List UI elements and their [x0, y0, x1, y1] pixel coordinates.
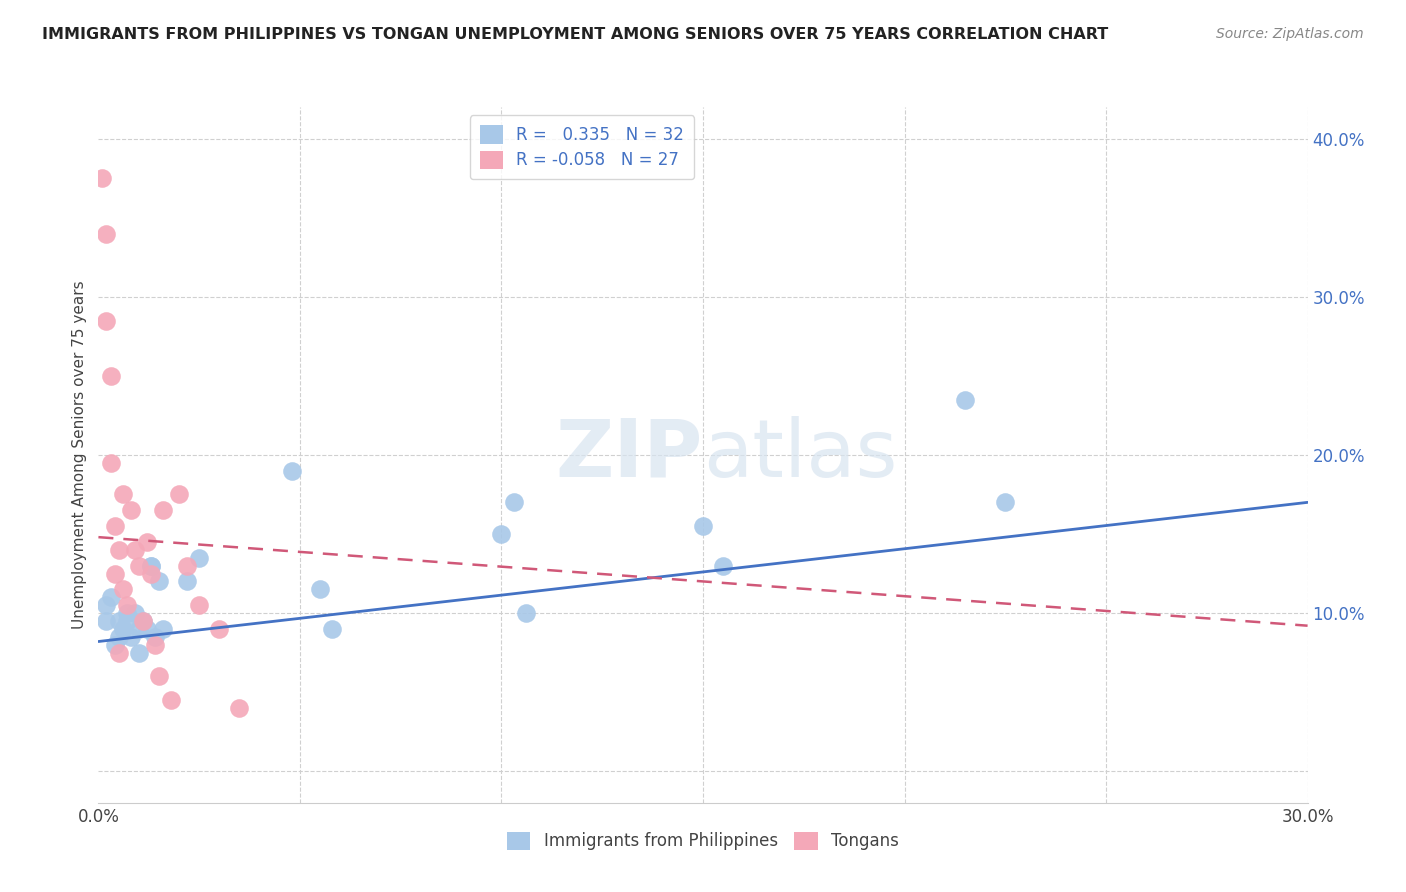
Point	[188, 550, 211, 565]
Point	[491, 527, 513, 541]
Point	[115, 598, 138, 612]
Point	[281, 464, 304, 478]
Point	[111, 582, 134, 597]
Point	[132, 614, 155, 628]
Point	[128, 646, 150, 660]
Point	[148, 574, 170, 589]
Point	[103, 638, 125, 652]
Point	[107, 630, 129, 644]
Point	[96, 313, 118, 327]
Point	[96, 598, 118, 612]
Point	[148, 669, 170, 683]
Point	[176, 558, 198, 573]
Point	[152, 622, 174, 636]
Point	[91, 171, 114, 186]
Point	[711, 558, 734, 573]
Point	[107, 542, 129, 557]
Point	[96, 227, 118, 241]
Y-axis label: Unemployment Among Seniors over 75 years: Unemployment Among Seniors over 75 years	[72, 281, 87, 629]
Text: IMMIGRANTS FROM PHILIPPINES VS TONGAN UNEMPLOYMENT AMONG SENIORS OVER 75 YEARS C: IMMIGRANTS FROM PHILIPPINES VS TONGAN UN…	[42, 27, 1108, 42]
Point	[139, 558, 162, 573]
Point	[953, 392, 976, 407]
Point	[111, 487, 134, 501]
Legend: Immigrants from Philippines, Tongans: Immigrants from Philippines, Tongans	[501, 825, 905, 857]
Text: atlas: atlas	[703, 416, 897, 494]
Point	[103, 519, 125, 533]
Point	[107, 614, 129, 628]
Point	[100, 591, 122, 605]
Point	[994, 495, 1017, 509]
Point	[176, 574, 198, 589]
Point	[107, 646, 129, 660]
Point	[103, 566, 125, 581]
Point	[167, 487, 190, 501]
Point	[309, 582, 332, 597]
Point	[152, 503, 174, 517]
Point	[143, 638, 166, 652]
Point	[120, 503, 142, 517]
Point	[135, 622, 157, 636]
Point	[111, 622, 134, 636]
Point	[321, 622, 343, 636]
Point	[135, 534, 157, 549]
Point	[120, 630, 142, 644]
Point	[208, 622, 231, 636]
Point	[128, 622, 150, 636]
Point	[124, 542, 146, 557]
Point	[143, 630, 166, 644]
Point	[115, 606, 138, 620]
Point	[100, 456, 122, 470]
Text: ZIP: ZIP	[555, 416, 703, 494]
Point	[228, 701, 250, 715]
Point	[692, 519, 714, 533]
Point	[96, 614, 118, 628]
Point	[100, 368, 122, 383]
Point	[139, 566, 162, 581]
Text: Source: ZipAtlas.com: Source: ZipAtlas.com	[1216, 27, 1364, 41]
Point	[515, 606, 537, 620]
Point	[132, 614, 155, 628]
Point	[139, 558, 162, 573]
Point	[188, 598, 211, 612]
Point	[124, 606, 146, 620]
Point	[115, 614, 138, 628]
Point	[502, 495, 524, 509]
Point	[160, 693, 183, 707]
Point	[128, 558, 150, 573]
